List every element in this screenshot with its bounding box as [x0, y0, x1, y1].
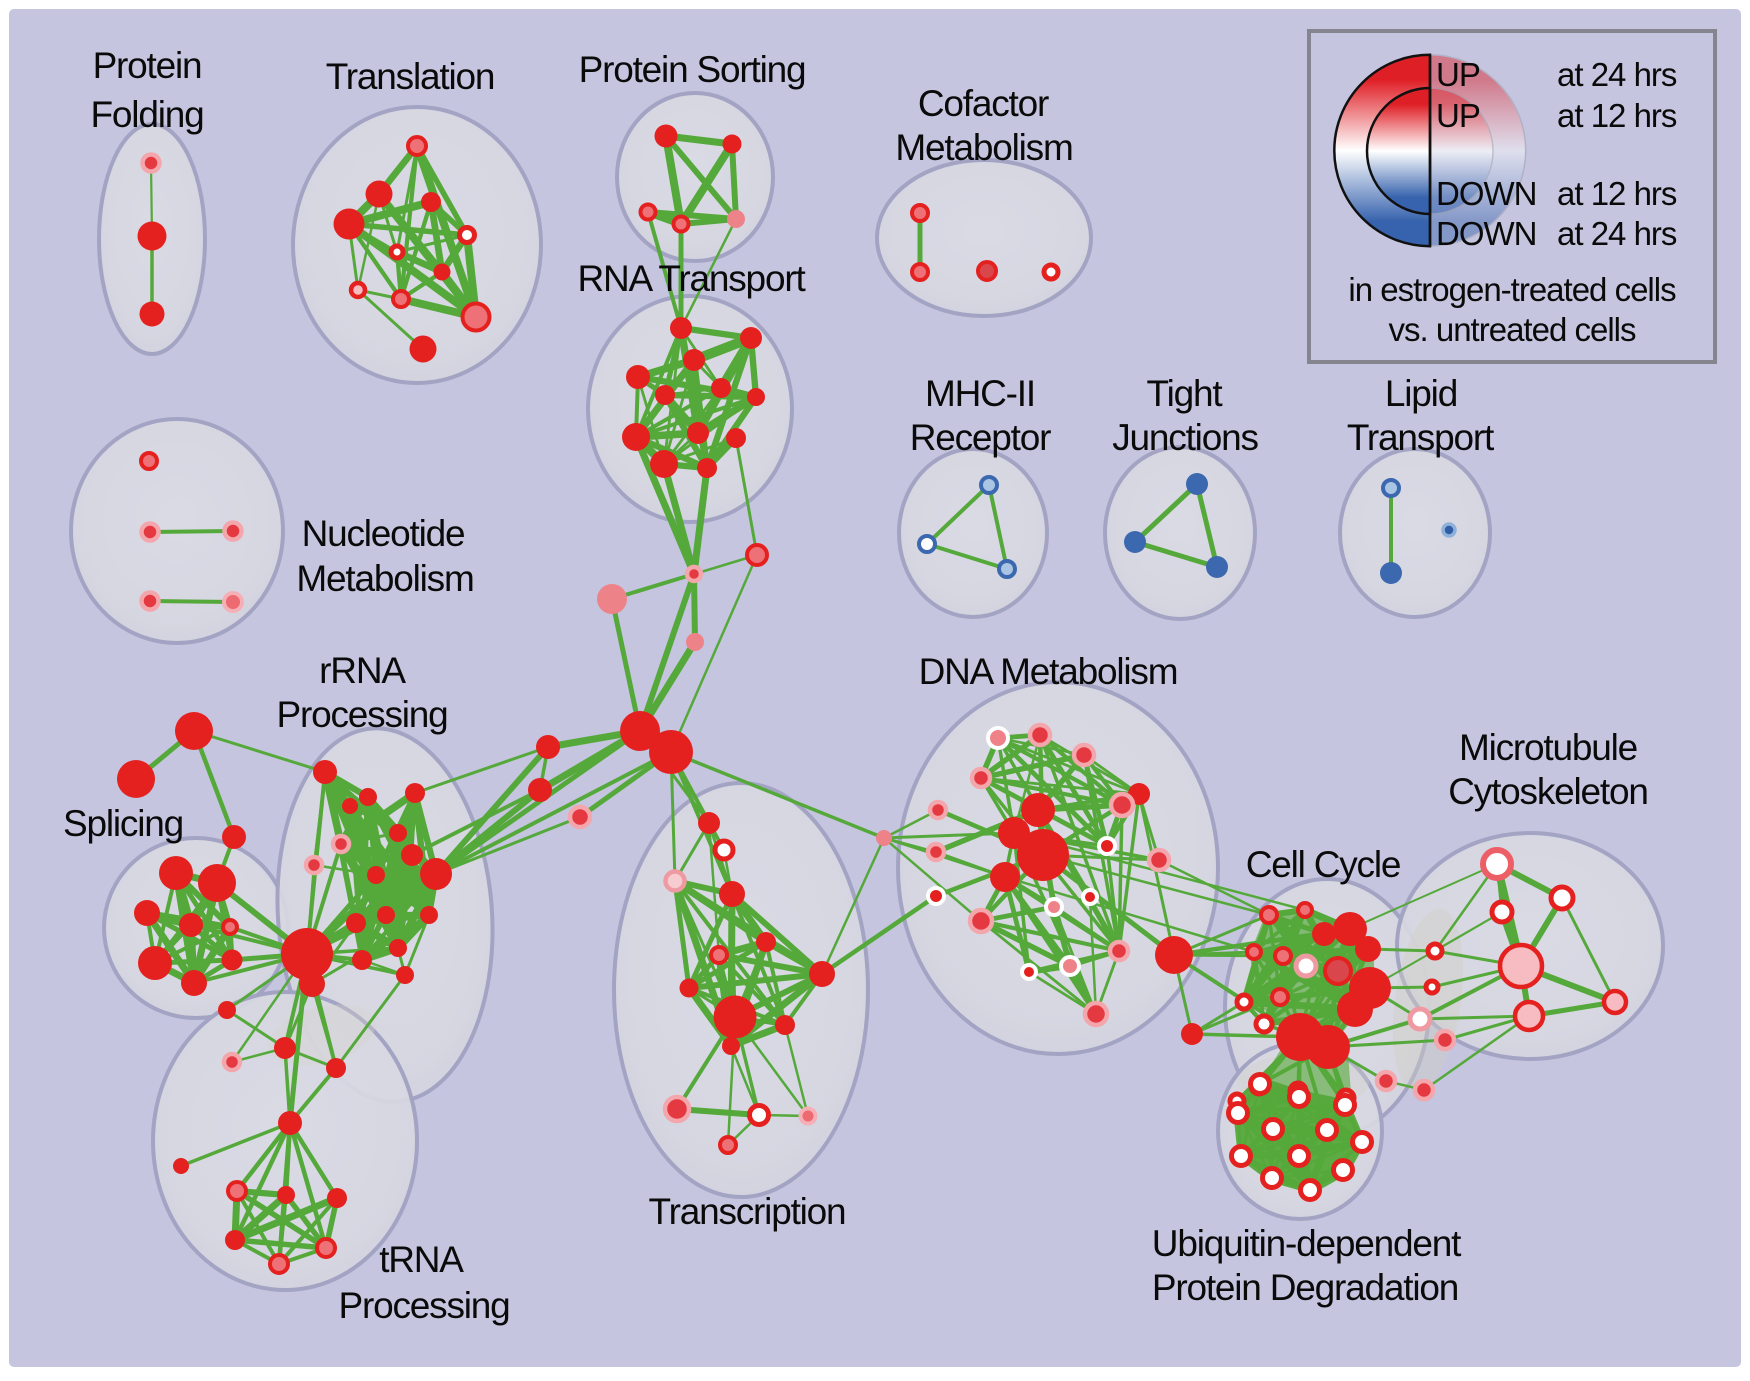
svg-text:Transcription: Transcription: [649, 1191, 846, 1232]
svg-text:at 12 hrs: at 12 hrs: [1557, 175, 1677, 212]
svg-text:Protein Degradation: Protein Degradation: [1152, 1267, 1458, 1308]
svg-text:Splicing: Splicing: [63, 803, 183, 844]
svg-text:in estrogen-treated cells: in estrogen-treated cells: [1348, 271, 1676, 308]
svg-text:MHC-II: MHC-II: [925, 373, 1035, 414]
svg-text:at 24 hrs: at 24 hrs: [1557, 56, 1677, 93]
svg-text:Protein Sorting: Protein Sorting: [579, 49, 806, 90]
svg-text:Translation: Translation: [326, 56, 494, 97]
svg-text:Cytoskeleton: Cytoskeleton: [1448, 771, 1648, 812]
svg-text:DOWN: DOWN: [1436, 175, 1536, 212]
svg-text:Receptor: Receptor: [910, 417, 1051, 458]
svg-text:DOWN: DOWN: [1436, 215, 1536, 252]
svg-text:DNA Metabolism: DNA Metabolism: [919, 651, 1178, 692]
svg-text:Cofactor: Cofactor: [918, 83, 1049, 124]
svg-text:UP: UP: [1436, 97, 1480, 134]
svg-text:Transport: Transport: [1347, 417, 1495, 458]
svg-text:Metabolism: Metabolism: [296, 558, 473, 599]
svg-text:RNA Transport: RNA Transport: [577, 258, 806, 299]
svg-text:Processing: Processing: [338, 1285, 509, 1326]
svg-text:at 12 hrs: at 12 hrs: [1557, 97, 1677, 134]
svg-text:Nucleotide: Nucleotide: [302, 513, 465, 554]
svg-text:Protein: Protein: [93, 45, 202, 86]
svg-text:UP: UP: [1436, 56, 1480, 93]
svg-text:at 24 hrs: at 24 hrs: [1557, 215, 1677, 252]
svg-text:Microtubule: Microtubule: [1459, 727, 1637, 768]
svg-text:vs. untreated cells: vs. untreated cells: [1389, 311, 1636, 348]
svg-text:tRNA: tRNA: [379, 1239, 464, 1280]
svg-text:Junctions: Junctions: [1112, 417, 1258, 458]
svg-text:Cell Cycle: Cell Cycle: [1246, 844, 1401, 885]
svg-text:Folding: Folding: [91, 94, 204, 135]
svg-text:Ubiquitin-dependent: Ubiquitin-dependent: [1152, 1223, 1462, 1264]
svg-text:Metabolism: Metabolism: [895, 127, 1072, 168]
svg-text:Processing: Processing: [276, 694, 447, 735]
svg-text:Tight: Tight: [1147, 373, 1224, 414]
svg-text:rRNA: rRNA: [319, 650, 406, 691]
svg-text:Lipid: Lipid: [1385, 373, 1457, 414]
